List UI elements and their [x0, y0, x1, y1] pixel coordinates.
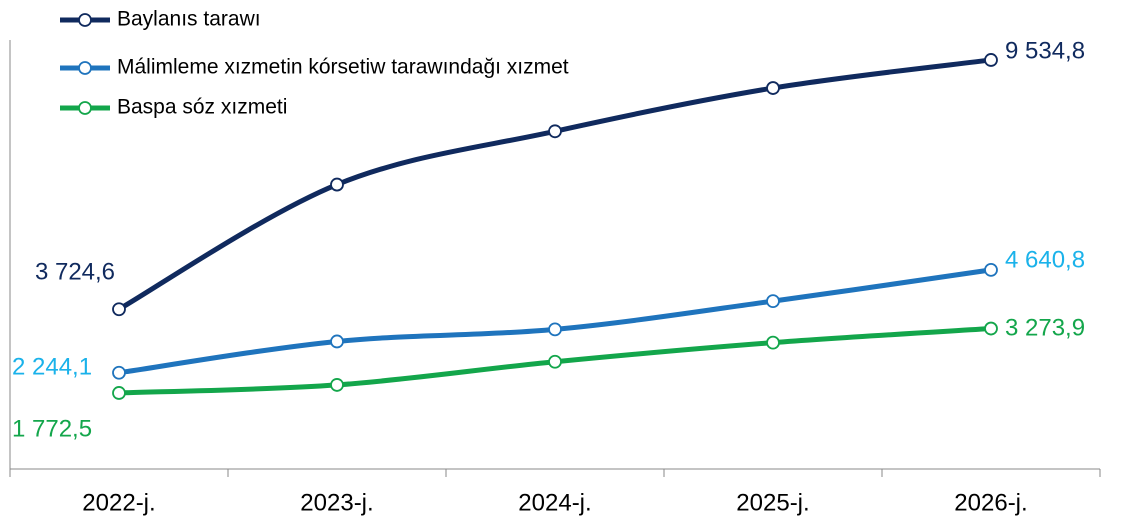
value-label: 3 273,9 — [1005, 314, 1085, 341]
value-label: 1 772,5 — [12, 415, 92, 442]
legend-marker — [78, 101, 92, 115]
point — [330, 177, 344, 192]
legend-label: Baylanıs tarawı — [117, 8, 261, 31]
value-label: 3 724,6 — [35, 258, 115, 285]
value-label: 2 244,1 — [12, 353, 92, 380]
point — [984, 321, 998, 336]
point — [766, 81, 780, 95]
legend-marker — [78, 13, 92, 27]
x-tick-label: 2023-j. — [300, 489, 373, 516]
legend-label: Baspa sóz xızmeti — [117, 96, 287, 119]
x-tick-label: 2025-j. — [736, 489, 809, 516]
x-tick-label: 2024-j. — [518, 489, 591, 516]
legend-marker — [78, 61, 92, 75]
point — [766, 294, 780, 309]
point — [984, 53, 998, 67]
point — [112, 386, 126, 400]
point — [984, 263, 998, 277]
point — [548, 124, 562, 139]
point — [330, 334, 344, 349]
point — [548, 354, 562, 369]
x-tick-label: 2026-j. — [954, 489, 1027, 516]
value-label: 4 640,8 — [1005, 246, 1085, 273]
point — [112, 365, 126, 380]
point — [766, 335, 780, 350]
legend-label: Málimleme xızmetin kórsetiw tarawındağı … — [117, 56, 569, 79]
point — [548, 322, 562, 337]
point — [112, 302, 126, 317]
x-tick-label: 2022-j. — [82, 489, 155, 516]
value-label: 9 534,8 — [1005, 37, 1085, 64]
point — [330, 378, 344, 392]
